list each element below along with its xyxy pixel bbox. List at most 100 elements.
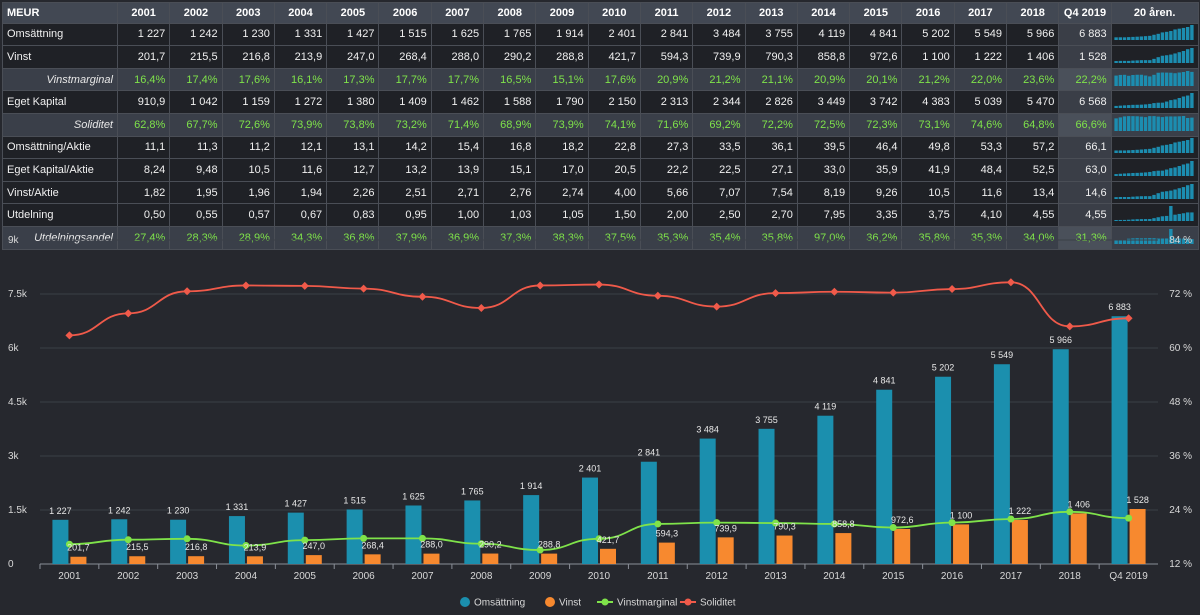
omsattning-data-label: 6 883 — [1108, 302, 1131, 312]
sparkline — [1114, 228, 1194, 244]
table-cell: 4 841 — [849, 22, 903, 47]
x-axis-label: 2002 — [117, 571, 140, 582]
sparkline-bar — [1160, 116, 1164, 131]
sparkline-bar — [1168, 144, 1173, 154]
omsattning-bar — [876, 389, 893, 564]
vinstmarginal-marker — [418, 534, 426, 542]
sparkline-bar — [1151, 35, 1156, 41]
sparkline-bar — [1118, 37, 1122, 41]
table-cell: 16,4% — [116, 67, 171, 92]
sparkline-bar — [1147, 171, 1152, 176]
sparkline-bar — [1147, 115, 1152, 131]
sparkline-bar — [1147, 149, 1152, 154]
sparkline-bar — [1168, 206, 1173, 222]
spark-header: 20 åren. — [1110, 2, 1199, 24]
column-header: Q4 2019 — [1058, 2, 1112, 24]
table-cell: 14,2 — [378, 135, 432, 160]
table-cell: 2 841 — [639, 22, 694, 47]
omsattning-bar — [287, 512, 304, 564]
table-cell: 17,6% — [221, 67, 275, 92]
table-cell: 64,8% — [1006, 112, 1060, 137]
omsattning-bar — [464, 500, 481, 564]
sparkline-bar — [1118, 117, 1122, 131]
table-cell: 9,26 — [849, 180, 903, 205]
row-label: Eget Kapital/Aktie — [2, 158, 118, 182]
sparkline-bar — [1139, 238, 1143, 244]
sparkline-bar — [1168, 168, 1173, 176]
table-cell: 3,35 — [849, 203, 903, 227]
row-label: Vinst/Aktie — [2, 180, 118, 205]
sparkline-bar — [1114, 239, 1118, 244]
omsattning-data-label: 1 914 — [520, 481, 543, 491]
sparkline-bar — [1114, 196, 1118, 199]
sparkline-bar — [1143, 104, 1147, 109]
table-cell: 4,55 — [1058, 203, 1112, 227]
table-cell: 1,82 — [116, 180, 171, 205]
sparkline-bar — [1139, 60, 1143, 63]
sparkline-bar — [1177, 187, 1181, 199]
sparkline-bar — [1172, 142, 1177, 154]
sparkline-bar — [1126, 150, 1131, 154]
table-cell: 72,3% — [849, 112, 903, 137]
table-cell: 1 042 — [169, 90, 223, 114]
sparkline-bar — [1126, 105, 1131, 109]
table-cell: 13,9 — [430, 158, 485, 182]
table-cell: 215,5 — [169, 45, 223, 69]
table-cell: 1,95 — [169, 180, 223, 205]
sparkline-bar — [1135, 104, 1139, 109]
vinst-data-label: 216,8 — [185, 542, 208, 552]
table-cell: 18,2 — [535, 135, 589, 160]
column-header: 2018 — [1006, 2, 1060, 24]
sparkline-bar — [1130, 105, 1135, 109]
sparkline-bar — [1118, 196, 1122, 199]
sparkline-bar — [1122, 196, 1126, 199]
sparkline-bar — [1126, 75, 1131, 86]
table-cell: 36,2% — [849, 225, 903, 250]
vinstmarginal-marker — [595, 535, 603, 543]
column-header: 2003 — [221, 2, 275, 24]
vinst-bar — [129, 556, 146, 564]
sparkline — [1114, 47, 1194, 63]
table-cell: 22,2% — [1058, 67, 1112, 92]
table-cell: 1,94 — [273, 180, 328, 205]
table-cell: 4,00 — [587, 180, 641, 205]
vinst-data-label: 1 528 — [1126, 495, 1149, 505]
sparkline-bar — [1135, 172, 1139, 176]
sparkline-bar — [1114, 173, 1118, 176]
omsattning-data-label: 1 515 — [343, 495, 366, 505]
vinst-bar — [1070, 513, 1087, 564]
vinst-bar — [658, 542, 675, 564]
table-cell: 2,74 — [535, 180, 589, 205]
table-cell: 5 966 — [1006, 22, 1060, 47]
table-cell: 21,2% — [901, 67, 955, 92]
table-cell: 33,0 — [796, 158, 851, 182]
table-cell: 12,7 — [326, 158, 380, 182]
table-cell: 421,7 — [587, 45, 641, 69]
column-header: 2005 — [326, 2, 380, 24]
omsattning-bar — [699, 438, 716, 564]
left-axis-tick: 7.5k — [8, 289, 28, 300]
sparkline-bar — [1172, 214, 1177, 222]
x-axis-label: 2008 — [470, 571, 493, 582]
x-axis-label: 2001 — [58, 571, 81, 582]
table-cell: 17,4% — [169, 67, 223, 92]
right-axis-tick: 60 % — [1169, 343, 1192, 354]
table-cell: 63,0 — [1058, 158, 1112, 182]
x-axis-label: 2009 — [529, 571, 552, 582]
vinstmarginal-marker — [65, 540, 73, 548]
left-axis-tick: 0 — [8, 559, 14, 570]
sparkline-bar — [1118, 74, 1122, 86]
table-cell: 13,4 — [1006, 180, 1060, 205]
table-cell: 11,3 — [169, 135, 223, 160]
table-row: Omsättning/Aktie 11,1 11,3 11,2 12,1 13,1 14,2… — [2, 135, 1199, 160]
row-label: Vinstmarginal — [2, 67, 118, 92]
sparkline-bar — [1130, 219, 1135, 222]
table-cell: 5 549 — [953, 22, 1008, 47]
omsattning-data-label: 5 549 — [991, 350, 1014, 360]
sparkline-bar — [1135, 150, 1139, 154]
column-header: 2007 — [430, 2, 485, 24]
sparkline-bar — [1118, 105, 1122, 109]
sparkline-bar — [1156, 57, 1160, 63]
sparkline-bar — [1122, 37, 1126, 41]
sparkline-bar — [1122, 74, 1126, 86]
